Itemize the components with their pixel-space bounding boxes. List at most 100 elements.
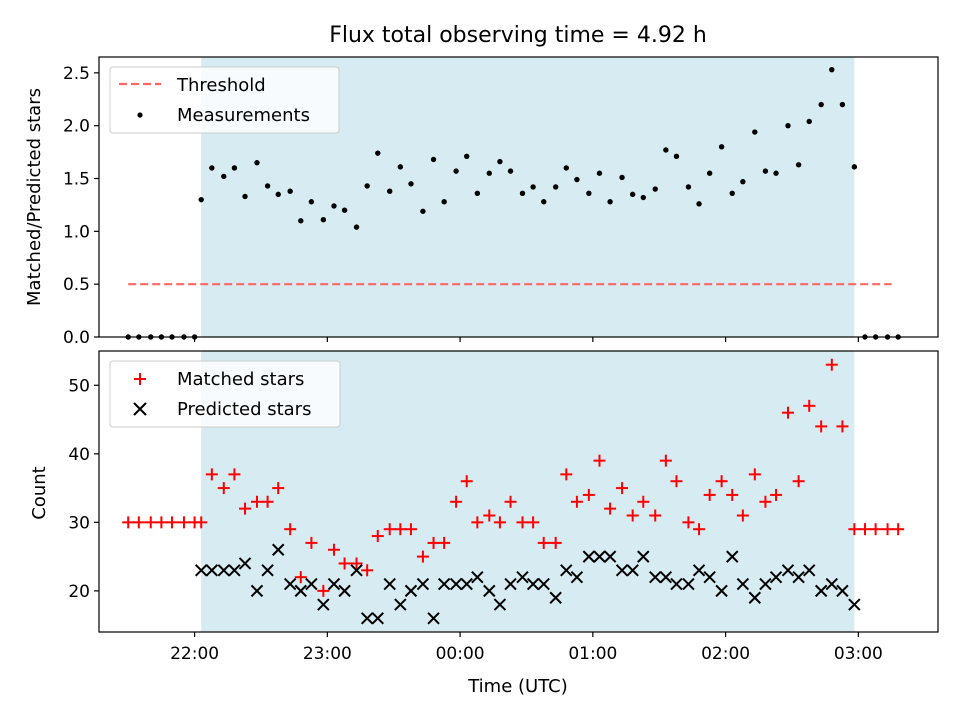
measurement-point (785, 122, 791, 129)
predicted-stars-point (383, 577, 396, 591)
predicted-stars-point (759, 577, 772, 591)
measurement-point (474, 190, 481, 197)
matched-stars-point (560, 468, 573, 481)
measurement-point (287, 188, 293, 194)
matched-stars-point (305, 536, 318, 549)
measurement-point (563, 165, 569, 171)
measurement-point (673, 153, 680, 160)
predicted-stars-point (272, 543, 285, 556)
matched-stars-point (272, 482, 285, 495)
predicted-legend-swatch (133, 402, 147, 416)
matched-stars-point (383, 523, 396, 536)
predicted-stars-point (814, 584, 828, 598)
measurement-point (740, 178, 746, 185)
predicted-stars-point (781, 564, 795, 577)
x-tick-label: 23:00 (303, 644, 352, 664)
measurement-point (773, 170, 779, 176)
matched-stars-point (122, 516, 135, 529)
measurement-point (441, 199, 447, 205)
predicted-stars-point (493, 598, 507, 611)
y-tick-label: 40 (68, 445, 90, 465)
predicted-stars-point (692, 564, 706, 577)
measurement-point (619, 174, 625, 181)
predicted-stars-point (217, 564, 230, 577)
matched-stars-point (195, 516, 208, 529)
predicted-stars-point (703, 570, 716, 584)
matched-stars-point (404, 523, 417, 536)
y-tick-label: 0.5 (63, 275, 90, 295)
measurement-point (408, 181, 414, 187)
predicted-stars-point (659, 570, 673, 584)
matched-stars-point (228, 468, 241, 481)
measurement-point (696, 201, 702, 207)
matched-stars-point (715, 475, 728, 488)
measurement-point (839, 101, 846, 108)
measurement-point (851, 164, 858, 170)
predicted-stars-point (504, 577, 517, 591)
measurement-point (308, 199, 315, 205)
matched-stars-point (350, 557, 363, 570)
predicted-stars-point (261, 564, 274, 577)
matched-stars-point (132, 516, 145, 529)
count-y-axis-label: Count (29, 466, 50, 519)
measurement-point (364, 183, 370, 189)
predicted-stars-point (526, 577, 540, 591)
matched-stars-point (604, 502, 617, 515)
x-tick-label: 02:00 (701, 644, 750, 664)
predicted-stars-point (637, 550, 650, 563)
matched-stars-point (659, 454, 672, 467)
matched-stars-point (371, 530, 384, 543)
measurement-point (806, 118, 812, 125)
count-plot-frame (98, 350, 939, 633)
predicted-stars-point (825, 577, 839, 591)
measurement-point (607, 199, 613, 205)
matched-stars-point (848, 523, 861, 536)
matched-stars-point (881, 523, 894, 536)
predicted-stars-point (670, 577, 683, 591)
predicted-stars-point (294, 584, 307, 598)
measurement-point (507, 168, 514, 174)
measurements-legend-swatch (137, 112, 143, 118)
matched-stars-point (493, 516, 506, 529)
predicted-stars-point (416, 577, 430, 591)
measurement-point (497, 158, 503, 165)
measurement-point (420, 208, 426, 214)
measurement-point (298, 218, 304, 224)
measurement-point (795, 162, 802, 168)
predicted-stars-point (792, 570, 805, 584)
matched-stars-point (815, 420, 828, 433)
matched-stars-point (759, 495, 772, 508)
predicted-stars-point (305, 577, 318, 591)
predicted-stars-point (250, 584, 264, 598)
ratio-plot-frame (98, 56, 939, 338)
ratio-y-axis-label: Matched/Predicted stars (24, 88, 45, 306)
measurement-point (729, 190, 735, 197)
measurement-point (762, 168, 769, 174)
measurement-point (254, 159, 260, 166)
matched-stars-point (294, 571, 307, 584)
matched-stars-point (427, 536, 440, 549)
predicted-stars-point (582, 550, 596, 563)
matched-stars-point (549, 536, 562, 549)
measurement-point (685, 184, 692, 190)
matched-stars-point (438, 536, 451, 549)
y-tick-label: 2.0 (63, 117, 90, 137)
measurement-point (552, 184, 559, 190)
matched-stars-point (693, 523, 706, 536)
matched-stars-point (471, 516, 484, 529)
predicted-stars-point (537, 577, 550, 591)
matched-stars-point (450, 495, 463, 508)
predicted-stars-point (736, 577, 750, 591)
y-tick-label: 2.5 (63, 64, 90, 84)
predicted-stars-point (195, 564, 208, 577)
matched-stars-point (327, 543, 340, 556)
y-tick-label: 20 (68, 582, 90, 602)
matched-stars-point (483, 509, 496, 522)
matched-stars-point (626, 509, 639, 522)
predicted-stars-point (848, 598, 861, 611)
matched-stars-point (582, 488, 595, 501)
measurement-point (652, 186, 658, 192)
matched-stars-point (416, 550, 429, 563)
predicted-stars-point (338, 584, 351, 598)
predicted-stars-point (350, 564, 363, 577)
